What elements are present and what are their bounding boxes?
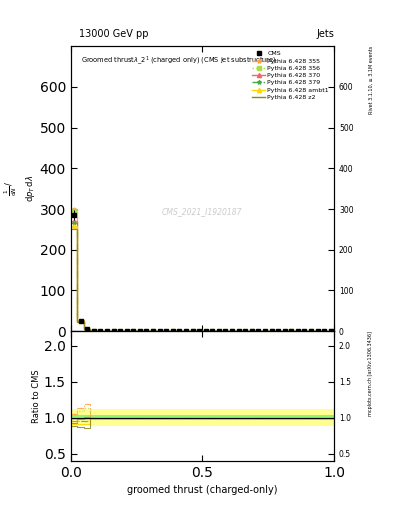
X-axis label: groomed thrust (charged-only): groomed thrust (charged-only) — [127, 485, 277, 495]
Text: Groomed thrust$\lambda\_2^1$ (charged only) (CMS jet substructure): Groomed thrust$\lambda\_2^1$ (charged on… — [81, 55, 277, 68]
Text: CMS_2021_I1920187: CMS_2021_I1920187 — [162, 207, 242, 216]
Text: 13000 GeV pp: 13000 GeV pp — [79, 29, 148, 39]
Y-axis label: Ratio to CMS: Ratio to CMS — [32, 369, 41, 423]
Text: mcplots.cern.ch [arXiv:1306.3436]: mcplots.cern.ch [arXiv:1306.3436] — [368, 331, 373, 416]
Text: Jets: Jets — [316, 29, 334, 39]
Legend: CMS, Pythia 6.428 355, Pythia 6.428 356, Pythia 6.428 370, Pythia 6.428 379, Pyt: CMS, Pythia 6.428 355, Pythia 6.428 356,… — [251, 49, 331, 102]
Text: Rivet 3.1.10, ≥ 3.1M events: Rivet 3.1.10, ≥ 3.1M events — [368, 46, 373, 114]
Y-axis label: $\frac{1}{\mathrm{d}N}\,/\,$
$\mathrm{d}p_T\,\mathrm{d}\lambda$: $\frac{1}{\mathrm{d}N}\,/\,$ $\mathrm{d}… — [3, 175, 37, 202]
